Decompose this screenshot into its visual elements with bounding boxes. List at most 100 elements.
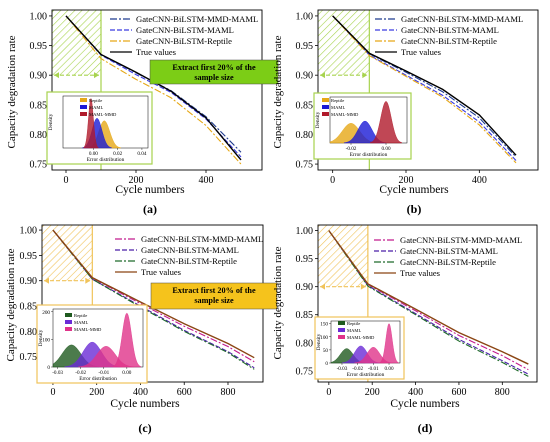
inset-legend-label: Reptile	[89, 98, 102, 103]
series-line-3	[52, 229, 255, 370]
inset-x-axis-label: Error distribution	[79, 376, 117, 382]
inset-x-tick-label: -0.02	[75, 370, 86, 376]
inset-y-axis-label: Density	[48, 113, 54, 130]
x-axis-label: Cycle numbers	[390, 398, 460, 410]
legend-label: GateCNN-BiLSTM-MAML	[401, 25, 499, 35]
y-tick-label: 0.95	[20, 251, 38, 262]
x-axis-label: Cycle numbers	[110, 398, 180, 410]
y-tick-label: 0.90	[20, 276, 38, 287]
highlight-region	[42, 225, 93, 281]
inset-legend-label: Reptile	[74, 313, 87, 318]
chart-panel-3: 0 200 400 600 800 0.75 0.80 0.85 0.90 0.95 1.00 Cyc…	[5, 224, 278, 435]
inset-legend-label: Reptile	[347, 321, 360, 326]
highlight-region	[52, 10, 101, 76]
chart-panel-2: 0 200 400 0.75 0.80 0.85 0.90 0.95 1.00 Cycle num…	[272, 9, 539, 216]
inset-legend-label: MAML-MMD	[89, 112, 117, 117]
inset-legend-swatch	[322, 105, 329, 109]
legend-label: GateCNN-BiLSTM-MAML	[136, 25, 234, 35]
y-tick-label: 1.00	[20, 226, 38, 237]
y-tick-label: 0.95	[296, 254, 314, 265]
y-axis-label: Capacity degradation rate	[272, 246, 284, 359]
y-tick-label: 0.80	[296, 338, 314, 349]
inset: -0.03 -0.02 -0.01 0.00 0 50 100 150 Error distri…	[314, 316, 405, 380]
y-tick-label: 1.00	[296, 11, 314, 22]
inset-y-tick-label: 150	[320, 322, 328, 328]
legend-label: GateCNN-BiLSTM-Reptile	[400, 257, 496, 267]
arrow-head-right	[362, 72, 368, 79]
inset-x-axis-label: Error distribution	[87, 157, 125, 163]
annotation-box	[150, 282, 278, 310]
x-tick-label: 600	[451, 387, 466, 398]
arrow-head-right	[85, 277, 91, 284]
inset-x-tick-label: -0.01	[98, 370, 109, 376]
y-axis-label: Capacity degradation rate	[5, 248, 17, 361]
legend-label: True values	[136, 47, 177, 57]
arrow-head-left	[320, 283, 325, 290]
inset-x-tick-label: -0.03	[337, 366, 348, 372]
inset-y-tick-label: 0	[325, 361, 328, 367]
legend-label: GateCNN-BiLSTM-Reptile	[141, 256, 237, 266]
inset-y-tick-label: 0	[47, 365, 50, 371]
panel-label: (a)	[143, 202, 157, 216]
arrow-head-right	[360, 283, 366, 290]
x-tick-label: 200	[129, 175, 144, 186]
plot-frame	[317, 224, 538, 383]
x-tick-label: 400	[472, 175, 487, 186]
y-tick-label: 0.95	[296, 41, 314, 52]
x-tick-label: 400	[408, 387, 423, 398]
y-tick-label: 0.75	[30, 160, 48, 171]
inset-x-tick-label: 0.00	[89, 151, 98, 157]
inset-legend-swatch	[322, 112, 329, 116]
chart-panel-1: 0 200 400 0.75 0.80 0.85 0.90 0.95 1.00 Cycle num…	[6, 9, 279, 216]
inset-x-tick-label: 0.00	[384, 366, 393, 372]
arrow-head-right	[94, 72, 99, 79]
y-tick-label: 0.80	[20, 327, 38, 338]
y-tick-label: 1.00	[30, 11, 48, 22]
x-tick-label: 200	[89, 387, 104, 398]
series-line-3	[65, 15, 242, 165]
inset-legend-swatch	[65, 327, 72, 331]
y-tick-label: 0.85	[20, 302, 38, 313]
x-tick-label: 800	[495, 387, 510, 398]
legend: GateCNN-BiLSTM-MMD-MAMLGateCNN-BiLSTM-MA…	[375, 14, 523, 57]
inset-legend-swatch	[80, 112, 87, 116]
x-tick-label: 0	[50, 387, 55, 398]
x-axis-label: Cycle numbers	[379, 184, 449, 196]
inset-x-tick-label: 0.02	[113, 151, 122, 157]
panel-label: (d)	[418, 421, 433, 435]
inset-legend-label: Reptile	[331, 98, 344, 103]
inset-y-axis-label: Density	[315, 111, 321, 128]
plot-frame	[51, 9, 263, 171]
y-tick-label: 0.80	[30, 130, 48, 141]
inset-x-axis-label: Error distribution	[350, 152, 388, 158]
y-axis-label: Capacity degradation rate	[6, 35, 18, 148]
inset-y-tick-label: 100	[320, 335, 328, 341]
x-tick-label: 0	[326, 387, 331, 398]
legend-label: GateCNN-BiLSTM-MMD-MAML	[401, 14, 523, 24]
inset-y-tick-label: 50	[323, 348, 329, 354]
panel-label: (b)	[407, 202, 422, 216]
arrow-head-left	[44, 277, 49, 284]
legend: GateCNN-BiLSTM-MMD-MAMLGateCNN-BiLSTM-MA…	[110, 14, 258, 57]
legend-label: GateCNN-BiLSTM-MMD-MAML	[141, 234, 263, 244]
inset-legend-label: MAML-MMD	[331, 112, 359, 117]
legend-label: GateCNN-BiLSTM-MMD-MAML	[136, 14, 258, 24]
inset-y-axis-label: Density	[38, 329, 44, 346]
annotation-text: Extract first 20% of the	[172, 286, 256, 295]
inset-legend-swatch	[80, 105, 87, 109]
legend-label: GateCNN-BiLSTM-MAML	[141, 245, 239, 255]
inset-x-tick-label: 0.04	[137, 151, 146, 157]
x-tick-label: 600	[177, 387, 192, 398]
legend-label: True values	[141, 267, 182, 277]
inset-legend-swatch	[322, 98, 329, 102]
x-tick-label: 400	[199, 175, 214, 186]
series-line-4	[332, 15, 517, 156]
y-tick-label: 0.90	[296, 282, 314, 293]
y-tick-label: 0.80	[296, 130, 314, 141]
x-tick-label: 0	[330, 175, 335, 186]
y-tick-label: 0.85	[296, 100, 314, 111]
inset-legend-label: MAML	[347, 328, 361, 333]
plot-frame	[317, 9, 539, 171]
